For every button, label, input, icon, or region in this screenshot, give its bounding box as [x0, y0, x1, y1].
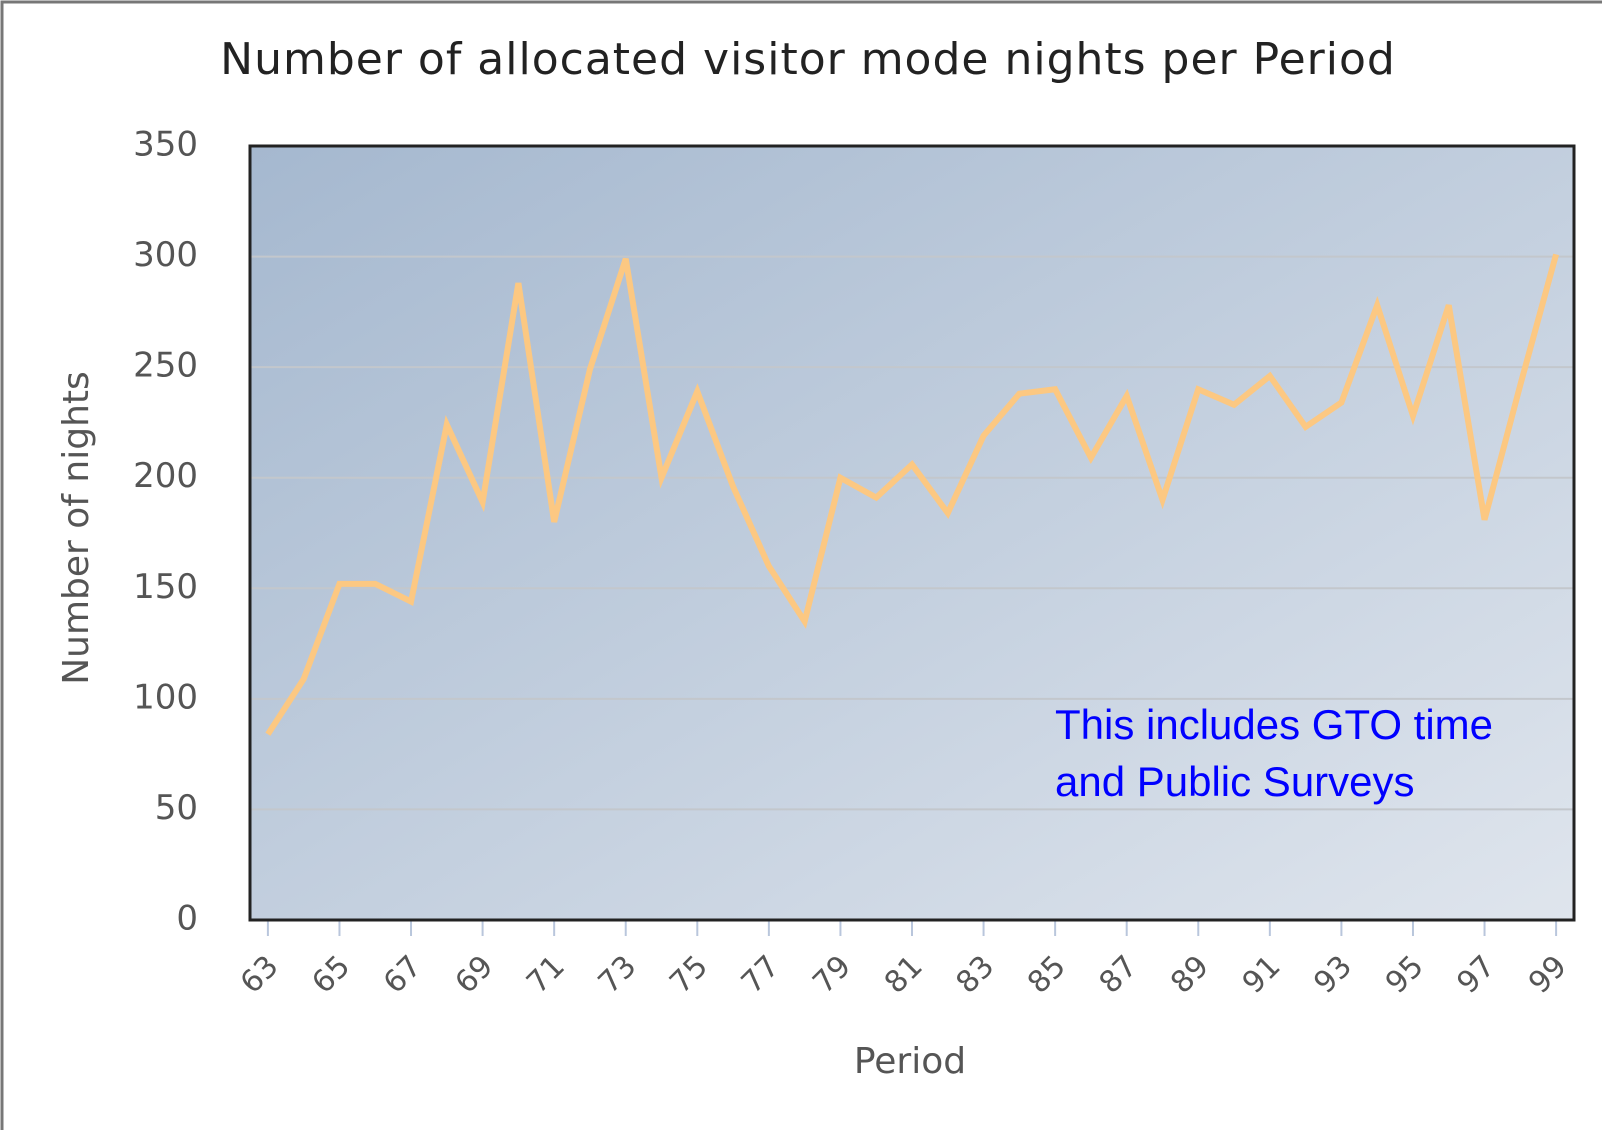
y-tick-label: 50	[155, 788, 198, 828]
y-tick-label: 150	[133, 567, 198, 607]
x-tick-label: 89	[1164, 949, 1216, 1001]
chart-title: Number of allocated visitor mode nights …	[220, 34, 1396, 85]
x-axis-label: Period	[854, 1041, 966, 1082]
x-tick-label: 87	[1093, 949, 1145, 1001]
x-tick-label: 85	[1021, 949, 1073, 1001]
x-tick-label: 63	[234, 949, 286, 1001]
x-tick-label: 65	[305, 949, 357, 1001]
y-axis-label: Number of nights	[56, 371, 97, 685]
x-tick-label: 91	[1236, 949, 1288, 1001]
annotation: This includes GTO time	[1055, 701, 1493, 748]
plot-background	[250, 146, 1574, 920]
x-tick-label: 77	[735, 949, 787, 1001]
x-tick-label: 93	[1307, 949, 1359, 1001]
y-tick-label: 100	[133, 677, 198, 717]
x-tick-label: 69	[449, 949, 501, 1001]
y-tick-label: 350	[133, 125, 198, 165]
x-tick-label: 71	[520, 949, 572, 1001]
x-tick-label: 79	[806, 949, 858, 1001]
x-tick-label: 73	[592, 949, 644, 1001]
x-tick-label: 99	[1522, 949, 1574, 1001]
data-line	[265, 253, 1560, 736]
x-tick-label: 75	[663, 949, 715, 1001]
x-tick-label: 67	[377, 949, 429, 1001]
y-tick-label: 0	[176, 899, 198, 939]
x-tick-label: 97	[1450, 949, 1502, 1001]
y-tick-label: 200	[133, 456, 198, 496]
x-tick-label: 95	[1379, 949, 1431, 1001]
y-tick-label: 300	[133, 235, 198, 275]
annotation: and Public Surveys	[1055, 758, 1415, 805]
plot-border	[248, 144, 1576, 922]
x-tick-label: 83	[949, 949, 1001, 1001]
x-tick-label: 81	[878, 949, 930, 1001]
y-tick-label: 250	[133, 346, 198, 386]
